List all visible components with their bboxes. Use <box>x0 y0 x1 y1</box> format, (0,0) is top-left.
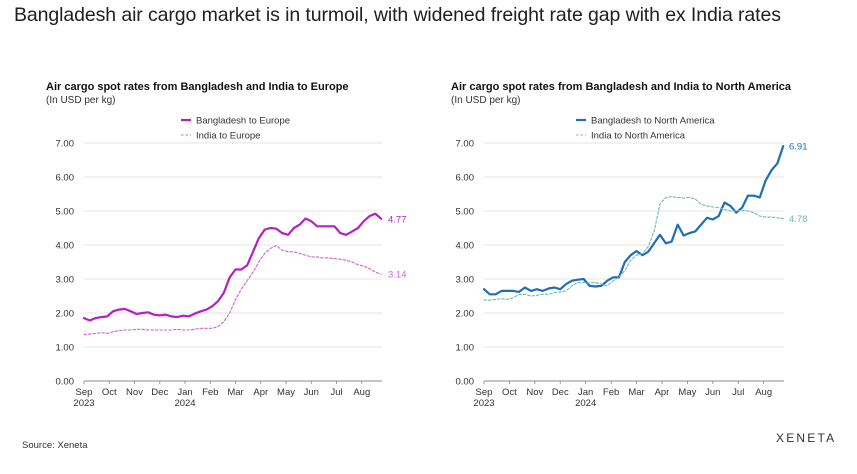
x-tick-label: Mar <box>628 387 644 398</box>
x-tick-label: Apr <box>253 387 268 398</box>
y-tick-label: 1.00 <box>456 343 475 354</box>
chart-north-america: Air cargo spot rates from Bangladesh and… <box>451 81 808 409</box>
y-tick-label: 5.00 <box>456 207 475 218</box>
x-tick-label: Apr <box>655 387 670 398</box>
series-line-india <box>83 245 382 335</box>
x-tick-label: Sep <box>76 387 93 398</box>
legend-label: Bangladesh to North America <box>591 116 715 127</box>
end-value-label: 3.14 <box>388 270 407 281</box>
x-tick-label: Jun <box>304 387 319 398</box>
chart-subtitle: (In USD per kg) <box>451 95 520 106</box>
y-tick-label: 3.00 <box>456 275 475 286</box>
series-line-bangladesh <box>482 145 785 296</box>
x-tick-year-label: 2023 <box>73 398 94 409</box>
series-line-india <box>483 196 784 301</box>
y-tick-label: 2.00 <box>456 309 475 320</box>
xeneta-logo: XENETA <box>776 431 837 445</box>
y-tick-label: 2.00 <box>56 309 75 320</box>
x-tick-label: Oct <box>502 387 517 398</box>
chart-europe: Air cargo spot rates from Bangladesh and… <box>46 81 407 409</box>
x-tick-label: Nov <box>526 387 543 398</box>
end-value-label: 6.91 <box>789 142 808 153</box>
y-tick-label: 5.00 <box>56 207 75 218</box>
y-tick-label: 1.00 <box>56 343 75 354</box>
end-value-label: 4.77 <box>388 214 407 225</box>
x-tick-label: Feb <box>202 387 218 398</box>
x-tick-label: Jan <box>578 387 593 398</box>
x-tick-label: Oct <box>102 387 117 398</box>
legend-label: Bangladesh to Europe <box>196 116 290 127</box>
x-tick-label: Dec <box>151 387 168 398</box>
y-tick-label: 6.00 <box>56 173 75 184</box>
x-tick-label: May <box>678 387 696 398</box>
y-tick-label: 4.00 <box>56 241 75 252</box>
x-tick-label: Feb <box>603 387 619 398</box>
x-tick-label: May <box>277 387 295 398</box>
x-tick-label: Jan <box>177 387 192 398</box>
chart-subtitle: (In USD per kg) <box>46 95 115 106</box>
page-title: Bangladesh air cargo market is in turmoi… <box>14 4 781 26</box>
legend-label: India to North America <box>591 131 686 142</box>
x-tick-year-label: 2023 <box>473 398 494 409</box>
y-tick-label: 4.00 <box>456 241 475 252</box>
x-tick-label: Jul <box>732 387 744 398</box>
x-tick-label: Nov <box>126 387 143 398</box>
series-line-bangladesh <box>82 212 383 322</box>
x-tick-label: Mar <box>227 387 243 398</box>
legend-label: India to Europe <box>196 131 260 142</box>
y-tick-label: 6.00 <box>456 173 475 184</box>
x-tick-label: Jul <box>330 387 342 398</box>
x-tick-label: Aug <box>353 387 370 398</box>
x-tick-label: Sep <box>476 387 493 398</box>
x-tick-year-label: 2024 <box>575 398 596 409</box>
x-tick-label: Jun <box>705 387 720 398</box>
source-note: Source: Xeneta <box>22 440 88 451</box>
chart-title: Air cargo spot rates from Bangladesh and… <box>451 81 792 93</box>
y-tick-label: 0.00 <box>456 377 475 388</box>
y-tick-label: 7.00 <box>56 139 75 150</box>
end-value-label: 4.78 <box>789 214 808 225</box>
chart-title: Air cargo spot rates from Bangladesh and… <box>46 81 349 93</box>
y-tick-label: 3.00 <box>56 275 75 286</box>
y-tick-label: 7.00 <box>456 139 475 150</box>
y-tick-label: 0.00 <box>56 377 75 388</box>
x-tick-label: Dec <box>552 387 569 398</box>
x-tick-year-label: 2024 <box>174 398 195 409</box>
x-tick-label: Aug <box>755 387 772 398</box>
